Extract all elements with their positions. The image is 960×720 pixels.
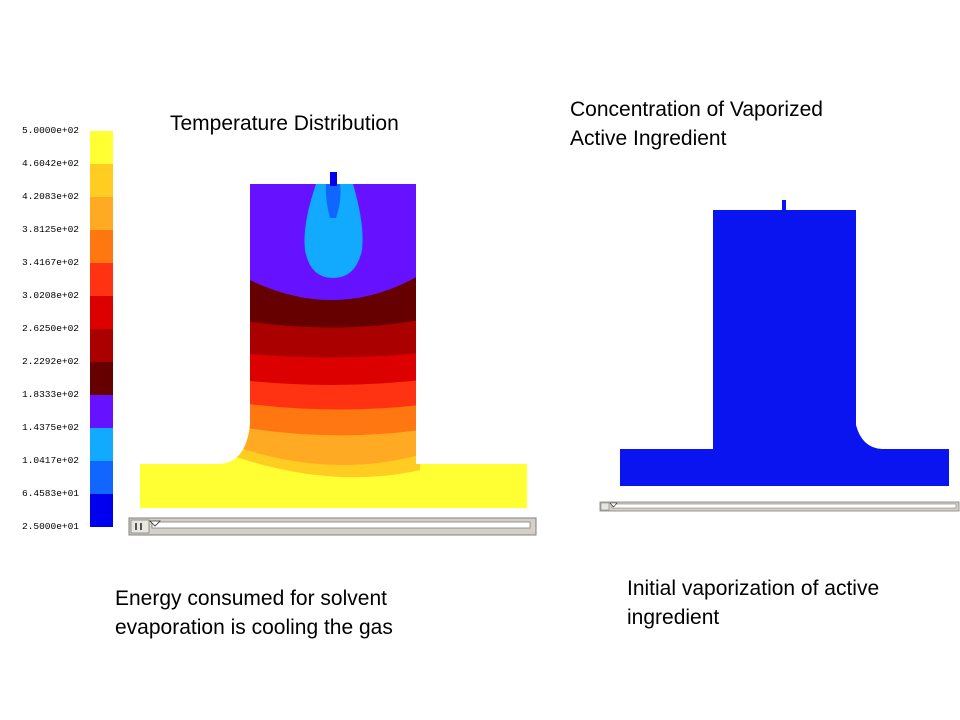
legend-label: 2.6250e+02 (22, 323, 80, 334)
legend-label: 4.6042e+02 (22, 158, 80, 169)
concentration-scrollbar[interactable] (599, 501, 960, 512)
legend-label: 2.2292e+02 (22, 356, 80, 367)
concentration-contour (620, 210, 949, 486)
legend-color-band (90, 131, 113, 164)
legend-color-band (90, 263, 113, 296)
legend-label: 1.4375e+02 (22, 422, 80, 433)
scrollbar-thumb[interactable] (149, 520, 161, 527)
legend-color-band (90, 494, 113, 527)
legend-color-band (90, 230, 113, 263)
legend-labels: 5.0000e+02 4.6042e+02 4.2083e+02 3.8125e… (22, 125, 92, 535)
temperature-plot-title: Temperature Distribution (170, 112, 399, 135)
legend-label: 3.0208e+02 (22, 290, 80, 301)
temperature-inlet-nozzle (330, 172, 337, 186)
temperature-caption-line-2: evaporation is cooling the gas (115, 616, 393, 639)
legend-color-band (90, 164, 113, 197)
scrollbar-pause-button[interactable] (600, 502, 610, 511)
concentration-title-line-2: Active Ingredient (570, 127, 727, 150)
color-legend-bar (90, 131, 113, 527)
legend-label: 4.2083e+02 (22, 191, 80, 202)
concentration-title-line-1: Concentration of Vaporized (570, 98, 823, 121)
concentration-caption-line-2: ingredient (627, 606, 720, 629)
legend-label: 1.8333e+02 (22, 389, 80, 400)
legend-label: 1.0417e+02 (22, 455, 80, 466)
concentration-plot-title: Concentration of Vaporized Active Ingred… (570, 95, 823, 153)
legend-color-band (90, 197, 113, 230)
legend-label: 3.4167e+02 (22, 257, 80, 268)
legend-color-band (90, 362, 113, 395)
legend-label: 3.8125e+02 (22, 224, 80, 235)
concentration-caption-line-1: Initial vaporization of active (627, 577, 880, 600)
legend-label: 2.5000e+01 (22, 521, 80, 532)
temperature-contour (140, 184, 527, 508)
legend-color-band (90, 329, 113, 362)
concentration-plot-caption: Initial vaporization of active ingredien… (627, 574, 879, 632)
temperature-plot-caption: Energy consumed for solvent evaporation … (115, 584, 393, 642)
legend-label: 6.4583e+01 (22, 488, 80, 499)
contour-band-light-blue (325, 184, 341, 218)
scrollbar-track[interactable] (611, 503, 957, 509)
temperature-caption-line-1: Energy consumed for solvent (115, 587, 387, 610)
legend-color-band (90, 428, 113, 461)
concentration-inlet-nozzle (782, 200, 786, 211)
temperature-scrollbar[interactable] (128, 517, 537, 536)
scrollbar-thumb[interactable] (609, 502, 618, 508)
contour-band-cyan (304, 184, 363, 278)
scrollbar-track[interactable] (151, 521, 531, 529)
legend-color-band (90, 395, 113, 428)
legend-color-band (90, 461, 113, 494)
legend-color-band (90, 296, 113, 329)
legend-label: 5.0000e+02 (22, 125, 80, 136)
